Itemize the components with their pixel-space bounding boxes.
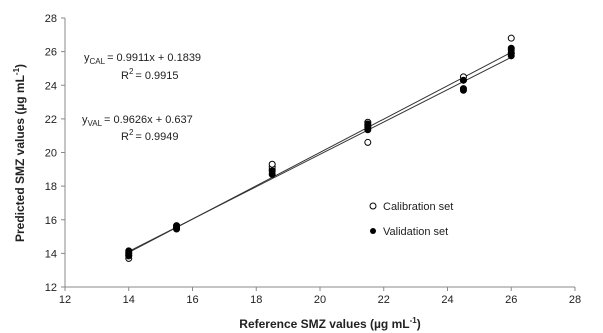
axes: 12 14 16 18 20 22 24 26 28 12 14 16 18 20 22 24 26 28 bbox=[45, 13, 581, 306]
x-tick-label: 26 bbox=[505, 294, 517, 306]
legend-validation-label: Validation set bbox=[383, 226, 448, 238]
legend-validation-marker bbox=[370, 228, 376, 234]
y-tick-label: 26 bbox=[45, 47, 57, 59]
y-tick-label: 18 bbox=[45, 181, 57, 193]
legend-calibration-label: Calibration set bbox=[383, 201, 453, 213]
validation-fit-line bbox=[128, 56, 512, 252]
calibration-point bbox=[507, 34, 515, 42]
x-axis-title: Reference SMZ values (µg mL-1) bbox=[239, 316, 420, 331]
validation-point bbox=[507, 44, 515, 52]
validation-point bbox=[459, 85, 467, 93]
y-tick-label: 22 bbox=[45, 114, 57, 126]
validation-equation: yVAL = 0.9626x + 0.637 bbox=[82, 114, 193, 128]
validation-point bbox=[173, 222, 181, 230]
x-tick-label: 20 bbox=[314, 294, 326, 306]
legend-calibration-marker bbox=[369, 202, 377, 210]
calibration-equation: yCAL = 0.9911x + 0.1839 bbox=[84, 52, 201, 66]
y-tick-label: 20 bbox=[45, 148, 57, 160]
x-tick-label: 12 bbox=[59, 294, 71, 306]
validation-point bbox=[459, 76, 467, 84]
x-tick-label: 16 bbox=[186, 294, 198, 306]
y-axis-ticks: 12 14 16 18 20 22 24 26 28 bbox=[45, 13, 65, 294]
calibration-r2: R2 = 0.9915 bbox=[121, 67, 179, 82]
regression-lines bbox=[128, 51, 512, 253]
data-points bbox=[125, 34, 515, 262]
x-tick-label: 24 bbox=[441, 294, 453, 306]
y-tick-label: 14 bbox=[45, 248, 57, 260]
x-tick-label: 14 bbox=[123, 294, 135, 306]
x-tick-label: 22 bbox=[378, 294, 390, 306]
calibration-point bbox=[364, 138, 372, 146]
validation-point bbox=[268, 167, 276, 175]
y-tick-label: 16 bbox=[45, 215, 57, 227]
validation-r2: R2 = 0.9949 bbox=[121, 128, 179, 143]
validation-equation-annotation: yVAL = 0.9626x + 0.637 R2 = 0.9949 bbox=[82, 114, 193, 143]
validation-point bbox=[125, 247, 133, 255]
y-axis-title: Predicted SMZ values (µg mL-1) bbox=[12, 64, 27, 242]
validation-point bbox=[364, 120, 372, 128]
y-tick-label: 24 bbox=[45, 80, 57, 92]
x-tick-label: 28 bbox=[569, 294, 581, 306]
calibration-point bbox=[268, 160, 276, 168]
y-tick-label: 12 bbox=[45, 282, 57, 294]
x-tick-label: 18 bbox=[250, 294, 262, 306]
legend: Calibration set Validation set bbox=[369, 201, 453, 238]
calibration-equation-annotation: yCAL = 0.9911x + 0.1839 R2 = 0.9915 bbox=[84, 52, 201, 82]
x-axis-ticks: 12 14 16 18 20 22 24 26 28 bbox=[59, 287, 581, 306]
y-tick-label: 28 bbox=[45, 13, 57, 25]
